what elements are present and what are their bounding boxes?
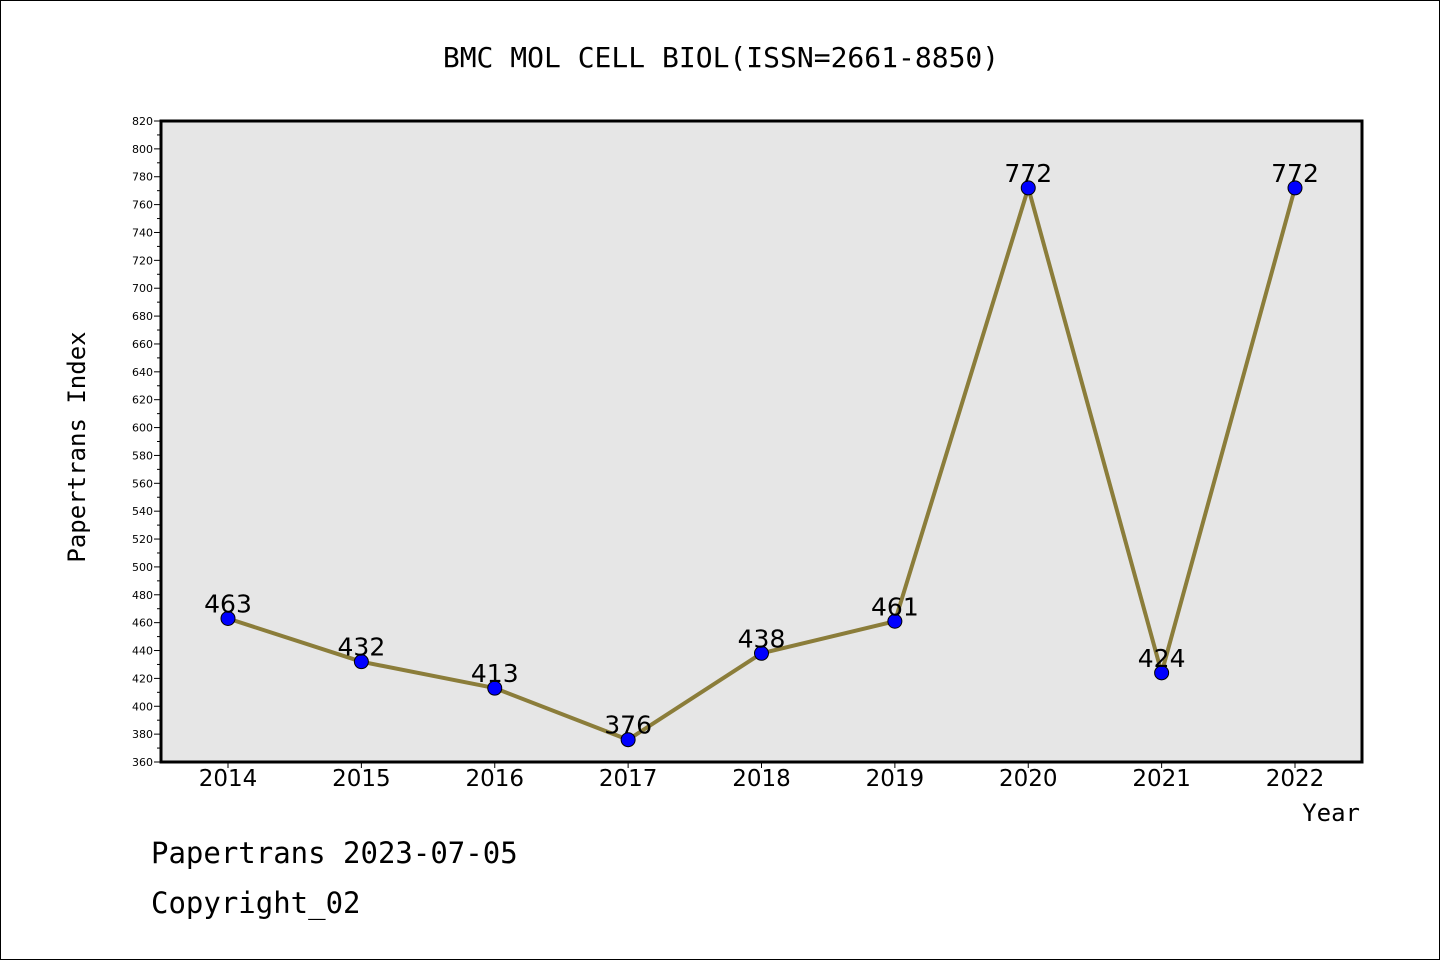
- x-tick-label-2021: 2021: [1132, 766, 1191, 792]
- data-point-2015: [353, 654, 369, 670]
- y-tick-label-660: 660: [132, 338, 153, 351]
- y-tick-label-400: 400: [132, 700, 153, 713]
- y-tick-label-540: 540: [132, 505, 153, 518]
- y-tick-label-560: 560: [132, 477, 153, 490]
- y-axis: 360 380 400 420 440 460 480 500 520 540 560 580 600 6…: [132, 115, 161, 769]
- data-point-2021: [1154, 665, 1170, 681]
- x-axis: 2014 2015 2016 2017 2018 2019 2020 2021 2022: [199, 762, 1325, 792]
- y-tick-label-420: 420: [132, 672, 153, 685]
- marker-layer: [220, 180, 1303, 748]
- y-tick-label-500: 500: [132, 561, 153, 574]
- data-point-2016: [487, 680, 503, 696]
- data-label-2022: 772: [1271, 159, 1319, 188]
- y-tick-label-460: 460: [132, 617, 153, 630]
- data-point-2018: [754, 645, 769, 661]
- footer-date: Papertrans 2023-07-05: [151, 836, 518, 870]
- data-point-2022: [1287, 180, 1303, 196]
- data-point-2017: [620, 732, 636, 748]
- x-tick-label-2017: 2017: [599, 766, 658, 792]
- x-tick-label-2020: 2020: [999, 766, 1058, 792]
- data-label-2016: 413: [471, 659, 519, 688]
- y-tick-label-780: 780: [132, 171, 153, 184]
- y-tick-label-800: 800: [132, 143, 153, 156]
- x-tick-label-2019: 2019: [866, 766, 925, 792]
- data-label-2018: 438: [738, 624, 786, 653]
- y-tick-label-440: 440: [132, 645, 153, 658]
- x-tick-label-2014: 2014: [199, 766, 258, 792]
- data-label-2015: 432: [338, 633, 386, 662]
- chart-title: BMC MOL CELL BIOL(ISSN=2661-8850): [443, 41, 999, 74]
- y-tick-label-640: 640: [132, 366, 153, 379]
- data-label-2019: 461: [871, 592, 919, 621]
- y-tick-label-680: 680: [132, 310, 153, 323]
- data-point-2020: [1020, 180, 1036, 196]
- y-tick-label-760: 760: [132, 199, 153, 212]
- data-point-2014: [220, 610, 236, 626]
- x-axis-title: Year: [1302, 799, 1360, 827]
- y-tick-label-520: 520: [132, 533, 153, 546]
- x-tick-label-2018: 2018: [732, 766, 791, 792]
- y-tick-label-720: 720: [132, 254, 153, 267]
- y-tick-label-700: 700: [132, 282, 153, 295]
- x-tick-label-2016: 2016: [465, 766, 524, 792]
- y-tick-label-740: 740: [132, 226, 153, 239]
- data-label-2020: 772: [1004, 159, 1052, 188]
- data-label-2017: 376: [604, 711, 652, 740]
- y-tick-label-600: 600: [132, 422, 153, 435]
- y-tick-label-580: 580: [132, 449, 153, 462]
- y-tick-label-620: 620: [132, 394, 153, 407]
- x-tick-label-2015: 2015: [332, 766, 391, 792]
- y-axis-title: Papertrans Index: [63, 331, 91, 562]
- y-tick-label-820: 820: [132, 115, 153, 128]
- footer-copyright: Copyright_02: [151, 886, 361, 920]
- data-label-2014: 463: [204, 589, 252, 618]
- data-label-2021: 424: [1138, 644, 1186, 673]
- y-tick-label-360: 360: [132, 756, 153, 769]
- y-tick-label-480: 480: [132, 589, 153, 602]
- data-label-layer: 463 432 413 376 438 461 772 424 772: [204, 159, 1319, 740]
- data-point-2019: [887, 613, 903, 629]
- y-tick-label-380: 380: [132, 728, 153, 741]
- x-tick-label-2022: 2022: [1266, 766, 1325, 792]
